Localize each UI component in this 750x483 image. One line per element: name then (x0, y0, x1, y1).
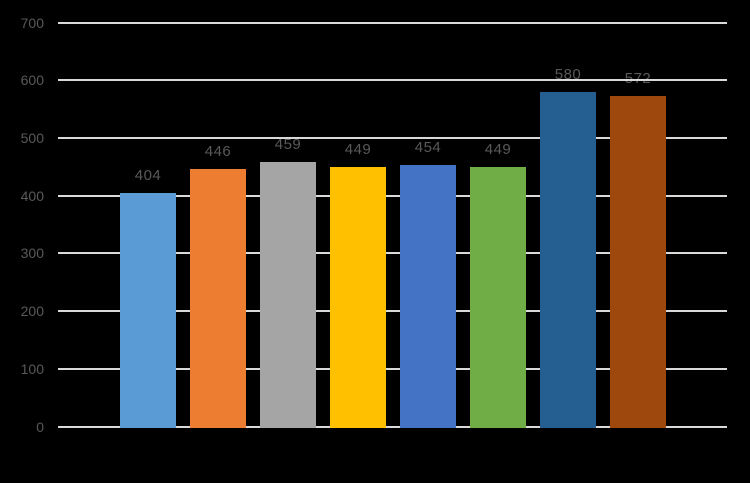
bar-4 (330, 167, 386, 428)
gridline-400 (58, 194, 727, 197)
y-tick-label-200: 200 (20, 303, 44, 320)
data-label-4: 449 (344, 141, 372, 159)
gridline-300 (58, 252, 727, 255)
gridline-600 (58, 79, 727, 82)
gridline-700 (58, 21, 727, 24)
data-label-3: 459 (274, 135, 302, 153)
gridline-200 (58, 310, 727, 313)
bar-2 (190, 169, 246, 428)
gridline-100 (58, 367, 727, 370)
data-label-6: 449 (484, 141, 512, 159)
gridline-500 (58, 136, 727, 139)
data-label-5: 454 (414, 138, 442, 156)
bar-8 (610, 96, 666, 428)
bar-7 (540, 91, 596, 428)
y-tick-label-500: 500 (20, 129, 44, 146)
y-tick-label-0: 0 (36, 418, 44, 435)
gridline-0 (58, 425, 727, 428)
y-tick-label-300: 300 (20, 245, 44, 262)
bar-1 (120, 193, 176, 428)
data-label-8: 572 (603, 71, 673, 87)
y-tick-label-100: 100 (20, 360, 44, 377)
bar-5 (400, 164, 456, 428)
y-tick-label-700: 700 (20, 14, 44, 31)
data-label-1: 404 (134, 167, 162, 185)
y-tick-label-600: 600 (20, 72, 44, 89)
data-label-7: 580 (554, 65, 582, 83)
bar-6 (470, 167, 526, 428)
y-tick-label-400: 400 (20, 187, 44, 204)
bar-3 (260, 161, 316, 428)
data-label-2: 446 (204, 143, 232, 161)
